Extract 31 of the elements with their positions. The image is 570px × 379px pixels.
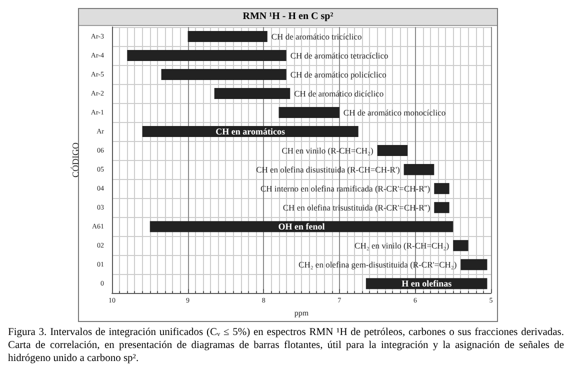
- annotation: OH en fenol: [278, 222, 326, 232]
- annotation: CH en aromáticos: [216, 126, 286, 137]
- annotation: CH de aromático monocíclico: [343, 108, 446, 118]
- bar: [188, 30, 268, 42]
- bar: [161, 69, 286, 80]
- annotation: CH de aromático dicíclico: [294, 88, 384, 99]
- bar: [434, 202, 450, 214]
- bar: [127, 50, 286, 62]
- annotation: CH de aromático policíclico: [290, 70, 386, 80]
- annotation: CH interno en olefina ramificada (R-CR'=CH-R''): [260, 184, 430, 194]
- bar: [453, 240, 468, 252]
- bar: [434, 183, 450, 194]
- annotation: CH₂ en vinilo (R-CH=CH₂): [354, 240, 450, 251]
- bar: [460, 259, 488, 270]
- bar: [142, 126, 358, 138]
- y-axis-title: CÓDIGO: [70, 142, 81, 178]
- annotation: CH en olefina trisustituida (R-CR'=CH-R''): [282, 202, 430, 213]
- text: Figura 3. Intervalos de integración unificados (Cᵥ ≤ 5%) en espectros RMN ¹H de petróleos, carbones o sus fracciones derivadas. Carta de correlación, en presentación de diagramas de barras flotantes, útil para la integración y la asignación de señales de hidrógeno unido a carbono sp².: [8, 326, 564, 365]
- annotation: CH en vinilo (R-CH=CH₂): [282, 146, 374, 156]
- bar: [214, 88, 290, 100]
- annotation: CH de aromático tetracíclico: [290, 50, 388, 61]
- x-axis-title: ppm: [294, 308, 310, 318]
- bar: [278, 107, 340, 118]
- chart-title: RMN ¹H - H en C sp²: [79, 9, 497, 26]
- bar: [150, 221, 454, 232]
- annotation: H en olefinas: [402, 278, 452, 289]
- annotation: CH de aromático tricíclico: [271, 32, 362, 42]
- bar: [377, 145, 408, 156]
- bar: [404, 164, 434, 176]
- annotation: CH en olefina disustituida (R-CH=CH-R'): [256, 164, 400, 175]
- annotation: CH₂ en olefina gem-disustituida (R-CR'=CH₂): [298, 260, 457, 270]
